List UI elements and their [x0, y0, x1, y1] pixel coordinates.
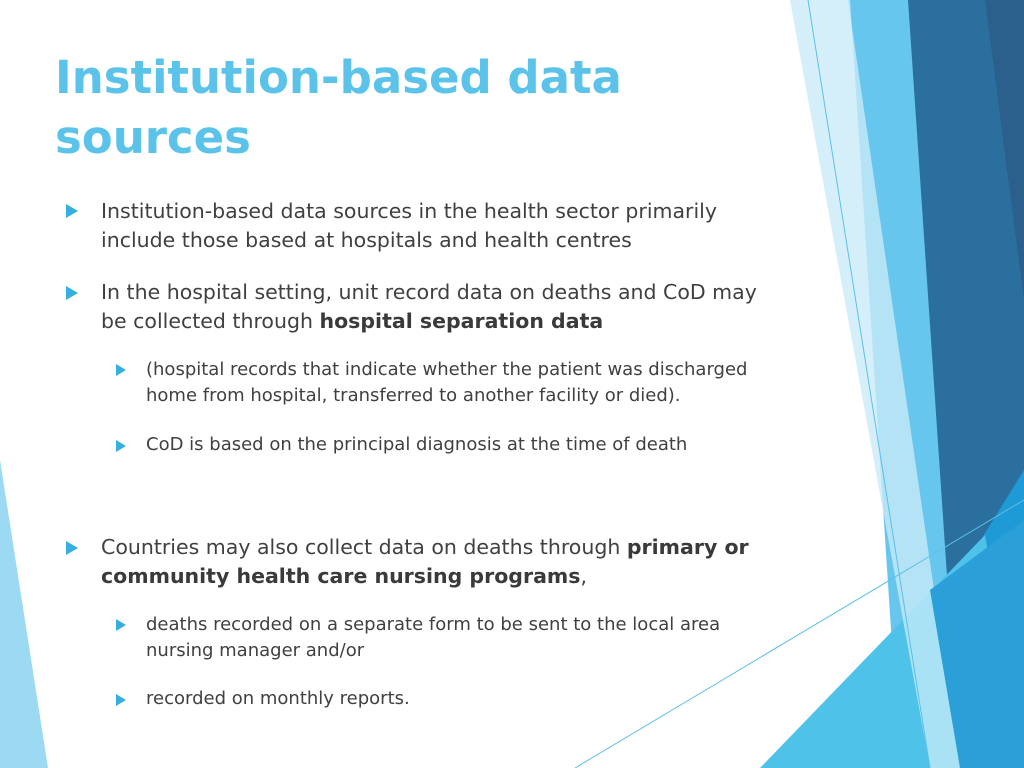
bullet-text: recorded on monthly reports. [146, 688, 410, 709]
bullet-text: (hospital records that indicate whether … [146, 359, 748, 406]
deco-white-wedge [790, 0, 960, 768]
bullet-arrow-icon [66, 286, 78, 300]
bullet-arrow-icon [66, 204, 78, 218]
title-line-1: Institution-based data [55, 51, 622, 104]
deco-left-sliver [0, 460, 48, 768]
bullet-text-bold: hospital separation data [319, 309, 604, 333]
deco-navy-band [985, 0, 1024, 300]
bullet-text-plain: In the hospital setting, unit record dat… [101, 280, 757, 333]
deco-lower-right-blue [930, 520, 1024, 768]
deco-line-2 [574, 499, 1024, 768]
bullet-arrow-icon [116, 619, 126, 631]
slide-title: Institution-based data sources [55, 48, 755, 168]
bullet-arrow-icon [116, 440, 126, 452]
bullet-arrow-icon [66, 541, 78, 555]
deco-line-1 [807, 0, 931, 768]
bullet-text-plain: Countries may also collect data on death… [101, 535, 627, 559]
bullet-arrow-icon [116, 694, 126, 706]
bullet-arrow-icon [116, 364, 126, 376]
bullet-text: CoD is based on the principal diagnosis … [146, 434, 688, 455]
bullet-text-plain-end: , [580, 564, 588, 588]
bullet-text: Countries may also collect data on death… [101, 533, 821, 591]
title-line-2: sources [55, 111, 251, 164]
bullet-text: In the hospital setting, unit record dat… [101, 278, 821, 336]
bullet-text: Institution-based data sources in the he… [101, 199, 717, 252]
bullet-text-bold: primary or community health care nursing… [101, 535, 749, 588]
bullet-text: deaths recorded on a separate form to be… [146, 614, 721, 661]
